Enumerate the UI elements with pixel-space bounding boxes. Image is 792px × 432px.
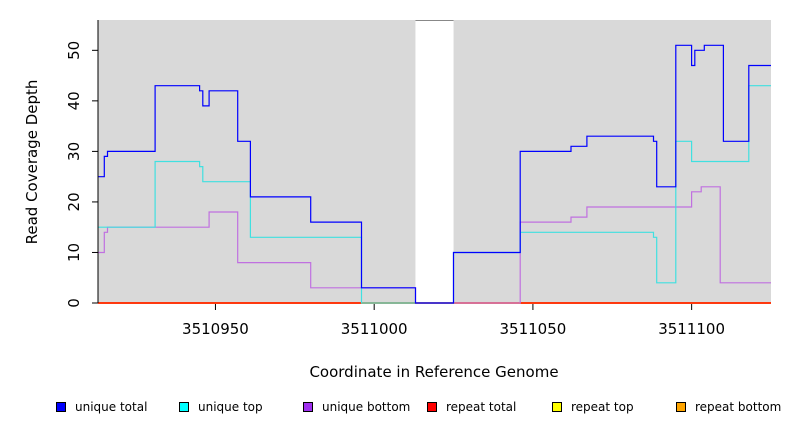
legend-swatch <box>676 402 686 412</box>
legend-swatch <box>56 402 66 412</box>
legend-item-repeat-total: repeat total <box>427 400 516 414</box>
legend-item-unique-bottom: unique bottom <box>303 400 410 414</box>
y-tick-label: 0 <box>65 298 83 308</box>
legend-label: repeat total <box>446 400 517 414</box>
legend-swatch <box>427 402 437 412</box>
x-axis-title: Coordinate in Reference Genome <box>309 363 558 381</box>
legend-swatch <box>179 402 189 412</box>
legend-label: repeat top <box>571 400 634 414</box>
legend: unique total unique top unique bottom re… <box>0 400 792 420</box>
legend-label: unique total <box>75 400 148 414</box>
legend-item-repeat-top: repeat top <box>552 400 634 414</box>
series-line-unique-total <box>98 44 771 304</box>
series-layer <box>98 44 771 304</box>
y-tick-label: 30 <box>65 142 83 161</box>
x-tick-label: 3511050 <box>500 320 567 338</box>
plot-panel-left <box>98 20 416 303</box>
y-axis-title: Read Coverage Depth <box>23 80 41 245</box>
legend-swatch <box>303 402 313 412</box>
legend-label: unique bottom <box>322 400 411 414</box>
legend-item-unique-total: unique total <box>56 400 147 414</box>
legend-swatch <box>552 402 562 412</box>
y-tick-label: 10 <box>65 243 83 262</box>
legend-label: repeat bottom <box>695 400 782 414</box>
y-tick-label: 40 <box>65 91 83 110</box>
legend-label: unique top <box>198 400 263 414</box>
legend-item-repeat-bottom: repeat bottom <box>676 400 781 414</box>
legend-item-unique-top: unique top <box>179 400 263 414</box>
axes-layer: 0 10 20 30 40 50 3510950 3511000 3511050 3511100 <box>65 20 725 338</box>
y-tick-label: 20 <box>65 192 83 211</box>
y-tick-label: 50 <box>65 41 83 60</box>
x-tick-label: 3511000 <box>341 320 408 338</box>
x-tick-label: 3511100 <box>658 320 725 338</box>
x-tick-label: 3510950 <box>182 320 249 338</box>
